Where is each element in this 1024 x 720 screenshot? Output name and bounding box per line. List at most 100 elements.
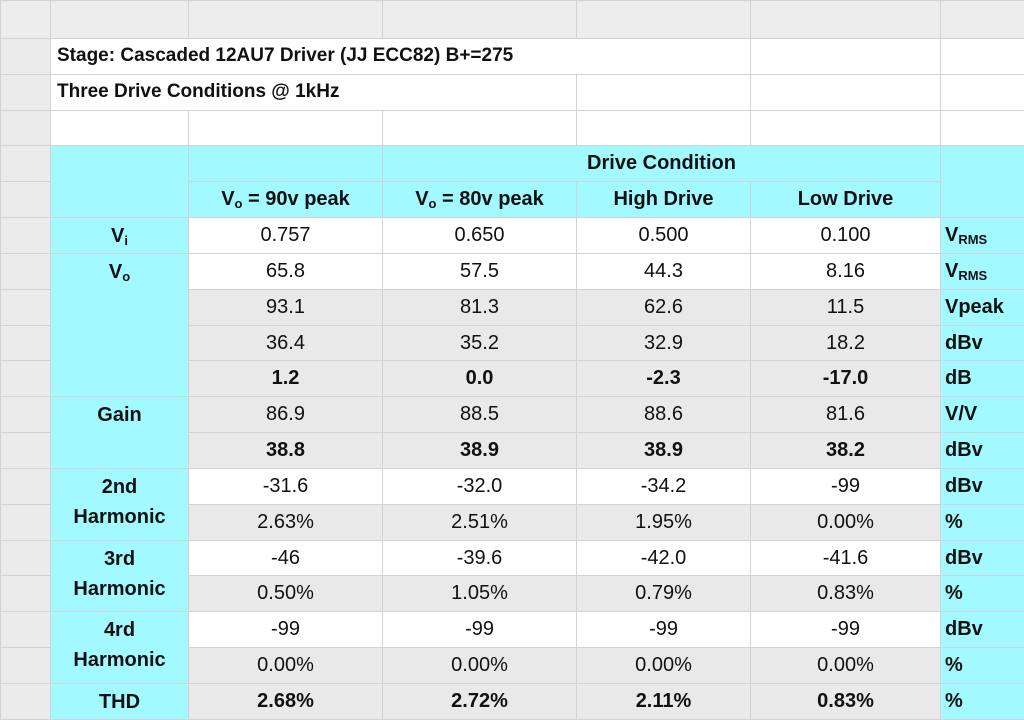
value-cell: -99 — [577, 612, 751, 648]
text-part: V — [111, 225, 124, 247]
row-header — [1, 504, 51, 540]
value-cell: 81.3 — [383, 289, 577, 325]
subscript: o — [122, 269, 130, 284]
value-cell: -39.6 — [383, 540, 577, 576]
value-cell: 0.00% — [577, 648, 751, 684]
value-cell: 0.83% — [751, 683, 941, 719]
row-header — [1, 648, 51, 684]
cell — [51, 1, 189, 39]
value-cell: 32.9 — [577, 325, 751, 361]
value-cell: 0.00% — [751, 504, 941, 540]
subscript: RMS — [958, 268, 987, 283]
value-cell: 38.8 — [189, 433, 383, 469]
row: Stage: Cascaded 12AU7 Driver (JJ ECC82) … — [1, 39, 1024, 75]
value-cell: 2.63% — [189, 504, 383, 540]
value-cell: -32.0 — [383, 468, 577, 504]
cell — [383, 1, 577, 39]
value-cell: 2.51% — [383, 504, 577, 540]
value-cell: 38.9 — [383, 433, 577, 469]
cell — [751, 110, 941, 146]
unit-cell: dBv — [941, 468, 1024, 504]
row-header — [1, 325, 51, 361]
cell — [577, 74, 751, 110]
unit-cell: % — [941, 648, 1024, 684]
value-cell: -99 — [189, 612, 383, 648]
unit-cell: % — [941, 576, 1024, 612]
cell — [189, 1, 383, 39]
text-part: V — [109, 261, 122, 283]
cell — [941, 1, 1024, 39]
row-label: 3rd Harmonic — [51, 540, 189, 612]
row-header — [1, 146, 51, 182]
unit-cell: dB — [941, 361, 1024, 397]
cell — [941, 74, 1024, 110]
row-label: Vi — [51, 218, 189, 254]
group-header: Drive Condition — [383, 146, 941, 182]
value-cell: 0.00% — [383, 648, 577, 684]
value-cell: 93.1 — [189, 289, 383, 325]
value-cell: 81.6 — [751, 397, 941, 433]
value-cell: 88.5 — [383, 397, 577, 433]
row — [1, 1, 1024, 39]
value-cell: 1.2 — [189, 361, 383, 397]
text-part: V — [945, 260, 958, 282]
cell — [941, 146, 1024, 218]
row-header — [1, 540, 51, 576]
value-cell: 8.16 — [751, 253, 941, 289]
value-cell: -46 — [189, 540, 383, 576]
value-cell: -2.3 — [577, 361, 751, 397]
value-cell: 0.0 — [383, 361, 577, 397]
text-part: V — [221, 188, 234, 210]
row: Drive Condition — [1, 146, 1024, 182]
value-cell: -17.0 — [751, 361, 941, 397]
unit-cell: dBv — [941, 612, 1024, 648]
cell — [941, 110, 1024, 146]
cell — [751, 74, 941, 110]
value-cell: 0.100 — [751, 218, 941, 254]
unit-cell: dBv — [941, 325, 1024, 361]
row-header — [1, 468, 51, 504]
subscript: i — [124, 233, 128, 248]
subtitle-cell: Three Drive Conditions @ 1kHz — [51, 74, 577, 110]
row-header — [1, 361, 51, 397]
text-part: V — [945, 224, 958, 246]
row-header — [1, 253, 51, 289]
cell — [51, 146, 189, 218]
row-header — [1, 683, 51, 719]
text-part: = 80v peak — [436, 188, 543, 210]
value-cell: 2.11% — [577, 683, 751, 719]
row-header — [1, 218, 51, 254]
value-cell: 36.4 — [189, 325, 383, 361]
value-cell: -34.2 — [577, 468, 751, 504]
unit-cell: % — [941, 504, 1024, 540]
cell — [1, 1, 51, 39]
value-cell: 0.500 — [577, 218, 751, 254]
value-cell: 62.6 — [577, 289, 751, 325]
cell — [751, 1, 941, 39]
column-header: Vo = 80v peak — [383, 182, 577, 218]
value-cell: 0.00% — [189, 648, 383, 684]
unit-cell: dBv — [941, 433, 1024, 469]
cell — [189, 110, 383, 146]
value-cell: 2.72% — [383, 683, 577, 719]
cell — [383, 110, 577, 146]
row-header — [1, 110, 51, 146]
row-header — [1, 612, 51, 648]
column-header: High Drive — [577, 182, 751, 218]
value-cell: 2.68% — [189, 683, 383, 719]
value-cell: -42.0 — [577, 540, 751, 576]
row — [1, 110, 1024, 146]
cell — [51, 110, 189, 146]
value-cell: 0.83% — [751, 576, 941, 612]
unit-cell: dBv — [941, 540, 1024, 576]
value-cell: 88.6 — [577, 397, 751, 433]
value-cell: 18.2 — [751, 325, 941, 361]
subscript: RMS — [958, 232, 987, 247]
